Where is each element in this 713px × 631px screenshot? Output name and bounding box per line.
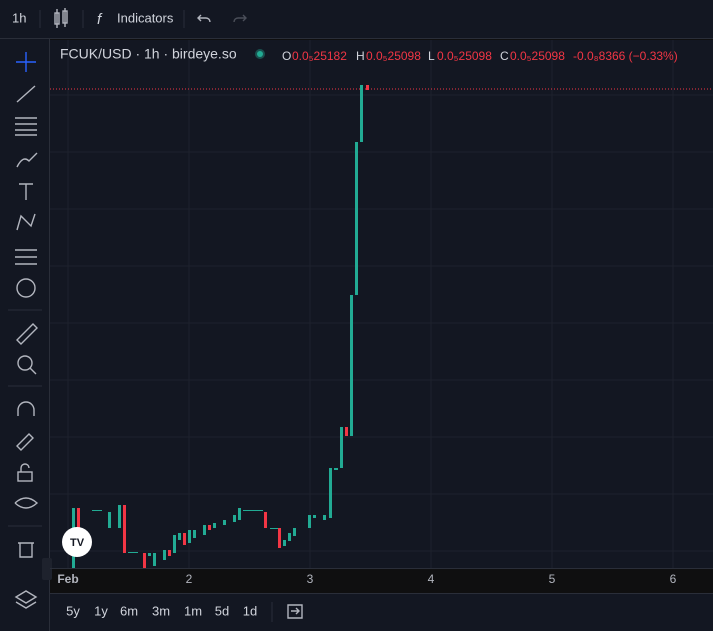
time-label: 4 xyxy=(428,572,435,586)
high-label: H xyxy=(356,49,365,63)
range-button[interactable]: 6m xyxy=(120,603,138,618)
redo-button[interactable] xyxy=(233,14,247,23)
time-axis: Feb 2 3 4 5 6 xyxy=(57,572,676,586)
indicators-button[interactable]: Indicators xyxy=(117,10,174,25)
fx-icon: f xyxy=(97,11,103,28)
time-label: 3 xyxy=(307,572,314,586)
candles xyxy=(72,85,369,568)
interval-button[interactable]: 1h xyxy=(12,10,26,25)
drawing-tools[interactable] xyxy=(8,52,42,609)
high: 0.0₅25098 xyxy=(366,49,421,63)
range-button[interactable]: 1m xyxy=(184,603,202,618)
goto-date-button[interactable] xyxy=(287,604,303,619)
close-label: C xyxy=(500,49,509,63)
close: 0.0₅25098 xyxy=(510,49,565,63)
undo-button[interactable] xyxy=(197,14,211,23)
top-bar xyxy=(0,0,713,38)
range-button[interactable]: 1y xyxy=(94,603,108,618)
change: -0.0₈8366 (−0.33%) xyxy=(573,49,678,63)
collapse-button[interactable] xyxy=(42,558,52,580)
time-label: 5 xyxy=(549,572,556,586)
range-button[interactable]: 3m xyxy=(152,603,170,618)
range-button[interactable]: 5d xyxy=(215,603,229,618)
low-label: L xyxy=(428,49,435,63)
open-label: O xyxy=(282,49,291,63)
grid xyxy=(50,40,713,568)
symbol: FCUK/USD · 1h · birdeye.so xyxy=(60,46,237,62)
tv-logo[interactable] xyxy=(62,527,92,557)
range-buttons: 5y 1y 6m 3m 1m 5d 1d xyxy=(66,603,257,618)
range-button[interactable]: 1d xyxy=(243,603,257,618)
bottom-bar xyxy=(50,593,713,631)
low: 0.0₅25098 xyxy=(437,49,492,63)
time-label: Feb xyxy=(57,572,78,586)
open: 0.0₅25182 xyxy=(292,49,347,63)
plot-area xyxy=(50,40,713,568)
left-toolbar xyxy=(0,39,49,631)
chart-type-button[interactable] xyxy=(54,8,68,28)
time-label: 6 xyxy=(670,572,677,586)
range-button[interactable]: 5y xyxy=(66,603,80,618)
ohlc: O 0.0₅25182 H 0.0₅25098 L 0.0₅25098 C 0.… xyxy=(282,49,678,63)
tv-logo-text: TV xyxy=(70,537,85,549)
time-label: 2 xyxy=(186,572,193,586)
